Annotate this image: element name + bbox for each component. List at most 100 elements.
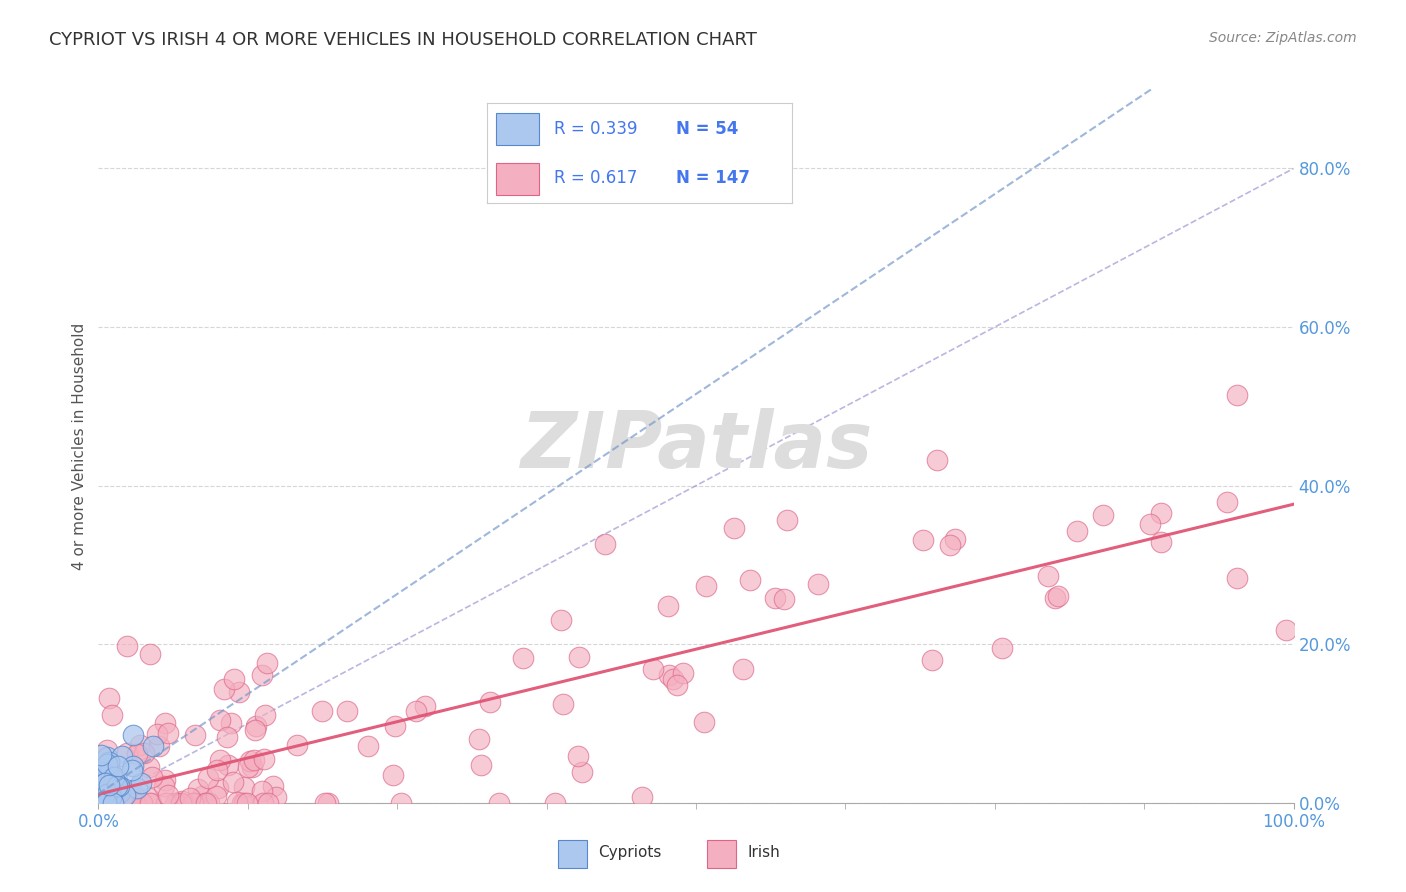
Point <box>93 776 115 790</box>
Point <box>127 747 149 761</box>
Point <box>131 776 153 790</box>
Point <box>693 714 716 729</box>
Point <box>89 796 111 810</box>
Point <box>1274 623 1296 637</box>
Point <box>97 789 120 803</box>
Point <box>125 781 148 796</box>
Point <box>666 678 689 692</box>
Point <box>94 796 117 810</box>
Point <box>90 796 112 810</box>
Point <box>413 699 436 714</box>
Point <box>208 753 231 767</box>
Point <box>114 796 136 810</box>
Point <box>97 690 120 705</box>
Point <box>1216 495 1239 509</box>
Point <box>98 756 121 770</box>
Point <box>118 796 141 810</box>
Point <box>105 772 128 787</box>
Point <box>262 779 284 793</box>
Point <box>120 796 142 810</box>
Point <box>108 784 131 798</box>
Point <box>108 779 131 793</box>
Point <box>1066 524 1088 538</box>
Point <box>204 789 226 804</box>
Point <box>239 755 262 769</box>
Point <box>132 746 155 760</box>
Point <box>1150 534 1173 549</box>
Point <box>94 780 117 795</box>
Point <box>195 796 218 810</box>
Point <box>221 775 243 789</box>
Point <box>100 789 122 803</box>
Point <box>96 756 118 771</box>
Point <box>205 763 228 777</box>
Point <box>94 776 117 790</box>
Point <box>97 769 120 783</box>
Point <box>118 788 141 802</box>
Point <box>96 796 118 810</box>
Point <box>723 521 745 535</box>
Point <box>89 765 111 780</box>
Point <box>179 791 201 805</box>
Point <box>108 781 131 796</box>
Point <box>571 765 593 780</box>
Point <box>314 796 336 810</box>
Point <box>250 668 273 682</box>
Point <box>163 796 186 810</box>
Point <box>1046 589 1069 603</box>
Point <box>125 796 148 810</box>
Point <box>658 668 681 682</box>
Point <box>146 727 169 741</box>
Point <box>139 796 162 810</box>
Point <box>356 739 378 753</box>
Point <box>98 790 121 805</box>
Point <box>98 780 121 794</box>
Point <box>120 785 142 799</box>
Point <box>232 796 254 810</box>
Point <box>94 769 117 783</box>
Point <box>630 790 652 805</box>
Point <box>103 773 125 788</box>
Point <box>228 685 250 699</box>
Point <box>643 663 665 677</box>
Point <box>405 704 427 718</box>
Point <box>197 771 219 785</box>
Point <box>156 726 179 740</box>
Point <box>911 533 934 548</box>
Point <box>243 723 266 737</box>
Point <box>1150 506 1173 520</box>
Point <box>242 760 264 774</box>
Point <box>120 796 142 810</box>
Point <box>101 767 124 781</box>
Point <box>148 739 170 753</box>
Point <box>384 719 406 733</box>
Point <box>122 786 145 800</box>
Text: ZIPatlas: ZIPatlas <box>520 408 872 484</box>
Y-axis label: 4 or more Vehicles in Household: 4 or more Vehicles in Household <box>72 322 87 570</box>
Point <box>100 789 122 804</box>
Point <box>1139 517 1161 532</box>
Point <box>91 763 114 777</box>
Point <box>103 770 125 784</box>
Point <box>468 731 491 746</box>
Point <box>96 795 118 809</box>
Point <box>236 760 259 774</box>
Point <box>165 796 187 810</box>
Point <box>93 796 115 810</box>
Point <box>662 672 685 686</box>
Point <box>1045 591 1067 605</box>
Point <box>183 796 205 810</box>
Point <box>731 662 754 676</box>
Point <box>252 796 274 810</box>
Point <box>139 647 162 661</box>
Point <box>94 776 117 790</box>
Point <box>236 796 259 810</box>
Point <box>544 796 567 810</box>
Point <box>943 533 966 547</box>
Point <box>568 649 591 664</box>
Point <box>153 716 176 731</box>
Point <box>807 576 830 591</box>
Point <box>215 730 238 744</box>
Point <box>1226 388 1249 402</box>
Point <box>253 708 276 723</box>
